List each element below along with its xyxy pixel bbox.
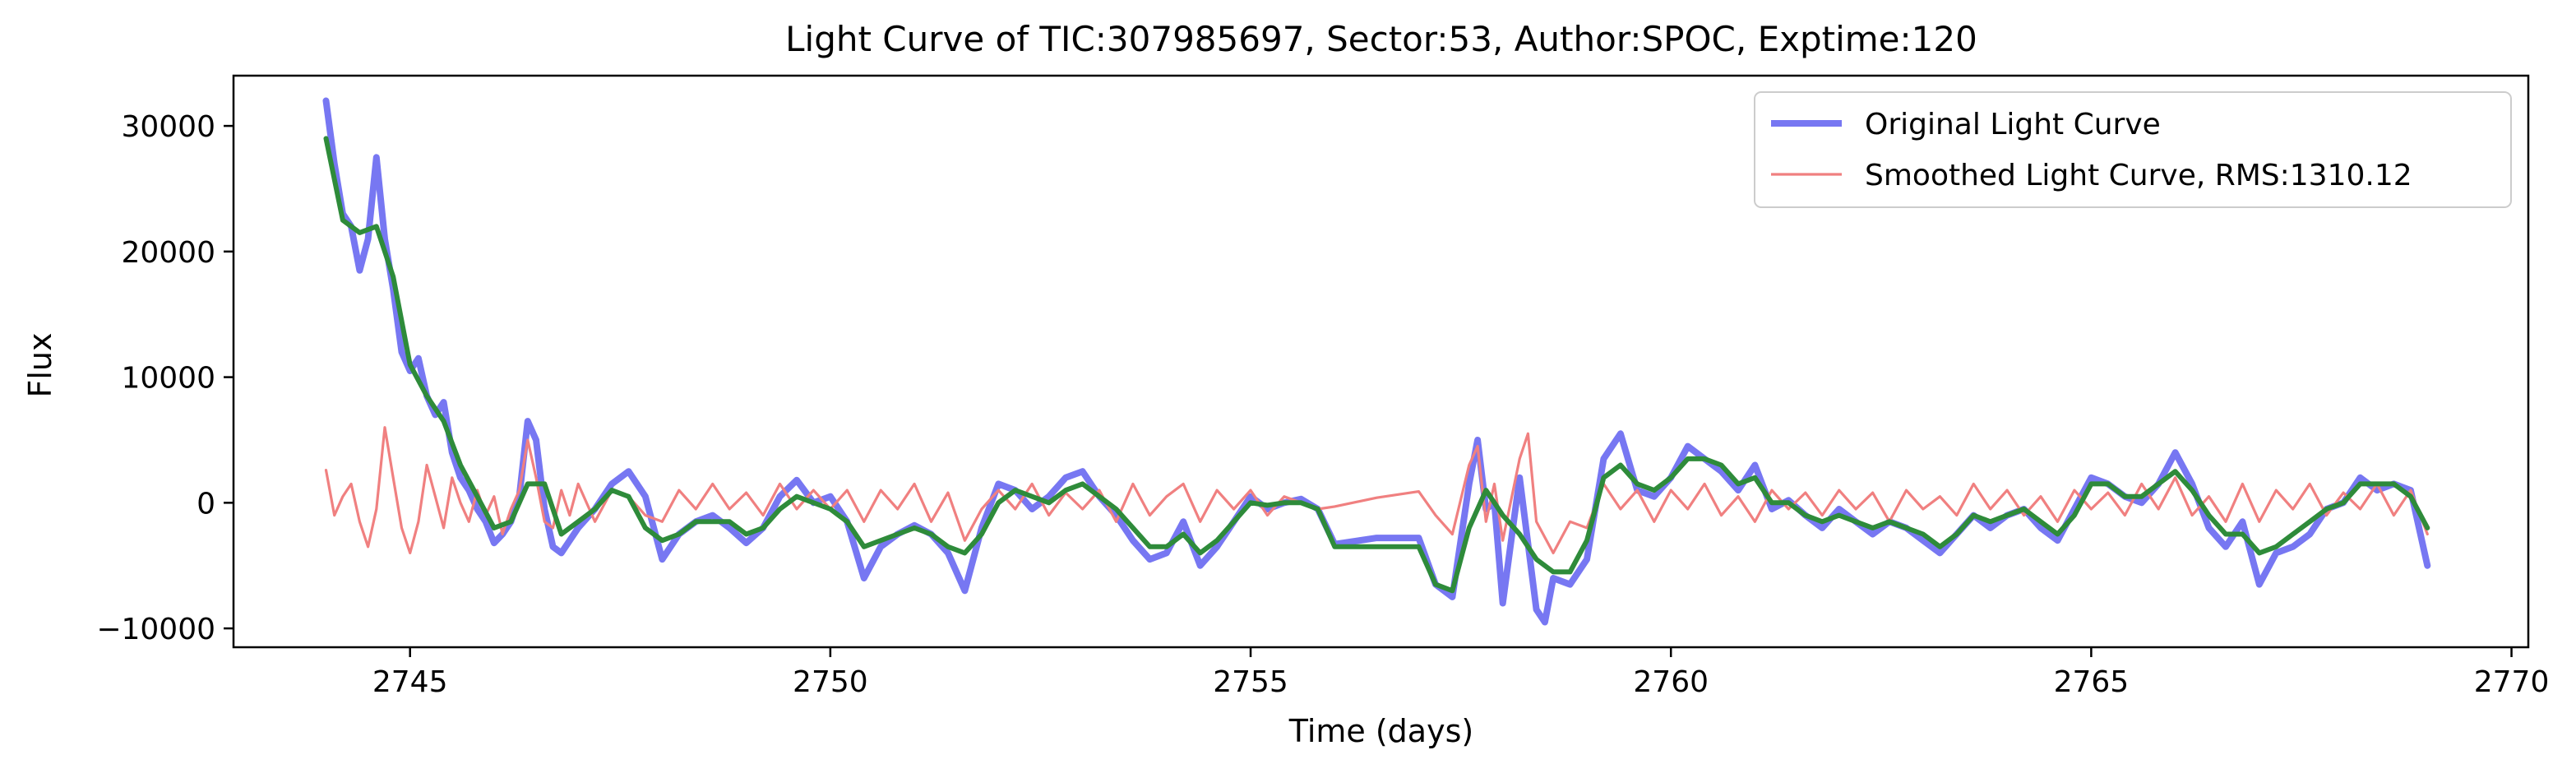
legend-label: Smoothed Light Curve, RMS:1310.12 bbox=[1865, 159, 2412, 192]
x-tick-label: 2765 bbox=[2054, 665, 2130, 699]
y-tick-label: 10000 bbox=[121, 362, 215, 396]
x-axis-label: Time (days) bbox=[1288, 713, 1473, 749]
x-tick-label: 2760 bbox=[1633, 665, 1709, 699]
series-line-2 bbox=[324, 426, 2429, 554]
plot-area bbox=[322, 97, 2431, 626]
axes: 2745 2750 2755 2760 2765 2770 −10000 0 10000 2000… bbox=[96, 74, 2550, 699]
series-line-3 bbox=[323, 136, 2430, 594]
x-tick-label: 2770 bbox=[2474, 665, 2550, 699]
legend: Original Light Curve Smoothed Light Curve… bbox=[1754, 91, 2512, 208]
y-tick-label: 20000 bbox=[121, 236, 215, 270]
x-tick-label: 2755 bbox=[1213, 665, 1288, 699]
axes-frame bbox=[232, 74, 2530, 649]
y-tick-label: −10000 bbox=[96, 613, 215, 646]
y-tick-label: 30000 bbox=[121, 110, 215, 144]
x-tick-label: 2745 bbox=[372, 665, 448, 699]
y-axis-label: Flux bbox=[22, 333, 58, 398]
y-tick-label: 0 bbox=[197, 487, 215, 521]
legend-label: Original Light Curve bbox=[1865, 108, 2161, 141]
x-tick-label: 2750 bbox=[793, 665, 868, 699]
chart-title: Light Curve of TIC:307985697, Sector:53,… bbox=[785, 19, 1977, 59]
legend-box bbox=[1754, 91, 2512, 208]
